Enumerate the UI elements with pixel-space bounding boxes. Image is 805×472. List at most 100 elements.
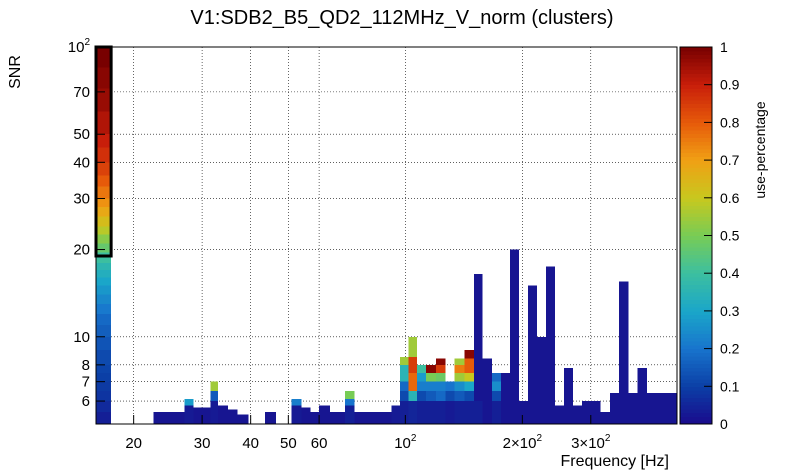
colorbar-swatch bbox=[680, 54, 712, 59]
y-tick-label: 20 bbox=[73, 242, 90, 259]
heatmap-cell bbox=[291, 398, 302, 406]
colorbar-tick-label: 0.7 bbox=[720, 152, 740, 168]
colorbar-swatch bbox=[680, 145, 712, 150]
heatmap-cell bbox=[330, 412, 346, 424]
colorbar-swatch bbox=[680, 160, 712, 165]
heatmap-cell bbox=[96, 262, 112, 270]
colorbar-tick-label: 0.8 bbox=[720, 114, 740, 130]
heatmap-cell bbox=[445, 390, 455, 402]
colorbar-swatch bbox=[680, 276, 712, 282]
colorbar-swatch bbox=[680, 337, 712, 342]
heatmap-cell bbox=[319, 405, 331, 424]
colorbar-swatch bbox=[680, 405, 712, 410]
colorbar-swatch bbox=[680, 77, 712, 82]
heatmap-cell bbox=[454, 390, 465, 402]
colorbar-swatch bbox=[680, 367, 712, 372]
colorbar-swatch bbox=[680, 284, 712, 289]
heatmap-cell bbox=[464, 401, 474, 424]
heatmap-cell bbox=[291, 405, 302, 424]
plot-background bbox=[96, 47, 677, 424]
colorbar-tick-label: 0.5 bbox=[720, 228, 740, 244]
heatmap-cell bbox=[96, 269, 112, 278]
heatmap-cell bbox=[96, 67, 112, 89]
colorbar-swatch bbox=[680, 99, 712, 105]
heatmap-cell bbox=[96, 412, 112, 424]
heatmap-cell bbox=[184, 398, 194, 406]
heatmap-cell bbox=[96, 313, 112, 325]
heatmap-cell bbox=[425, 390, 437, 402]
colorbar-swatch bbox=[680, 243, 712, 248]
heatmap-cell bbox=[210, 390, 219, 402]
colorbar-swatch bbox=[680, 397, 712, 402]
colorbar-tick-label: 0.6 bbox=[720, 190, 740, 206]
colorbar-tick-label: 0.1 bbox=[720, 378, 740, 394]
heatmap-cell bbox=[600, 412, 610, 424]
colorbar-tick-label: 0 bbox=[720, 416, 728, 432]
colorbar-swatch bbox=[680, 250, 712, 255]
colorbar-swatch bbox=[680, 129, 712, 135]
colorbar: 0 0.1 0.2 0.3 0.4 0.5 0.6 0.7 0.8 0.9 1 bbox=[679, 39, 740, 432]
heatmap-cell bbox=[96, 175, 112, 187]
y-tick-label: 10 bbox=[73, 329, 90, 346]
heatmap-cell bbox=[96, 198, 112, 208]
heatmap-cell bbox=[454, 358, 465, 365]
y-tick-label: 40 bbox=[73, 154, 90, 171]
colorbar-swatch bbox=[680, 325, 712, 331]
heatmap-cell bbox=[218, 405, 229, 424]
heatmap-cell bbox=[310, 412, 320, 424]
heatmap-cell bbox=[96, 162, 112, 176]
heatmap-cell bbox=[436, 372, 446, 382]
heatmap-cell bbox=[96, 381, 112, 391]
heatmap-cell bbox=[473, 273, 483, 402]
colorbar-swatch bbox=[680, 329, 712, 335]
heatmap-cell bbox=[416, 401, 426, 424]
colorbar-swatch bbox=[680, 73, 712, 78]
colorbar-swatch bbox=[680, 359, 712, 365]
colorbar-tick-label: 0.3 bbox=[720, 303, 740, 319]
heatmap-cell bbox=[96, 252, 112, 263]
colorbar-swatch bbox=[680, 374, 712, 380]
heatmap-cell bbox=[445, 381, 455, 391]
heatmap-cell bbox=[464, 381, 474, 391]
heatmap-cell bbox=[491, 372, 501, 382]
heatmap-cell bbox=[572, 405, 583, 424]
heatmap-cell bbox=[96, 285, 112, 295]
colorbar-swatch bbox=[680, 307, 712, 312]
colorbar-swatch bbox=[680, 182, 712, 187]
heatmap-cell bbox=[228, 409, 238, 424]
y-tick-label: 70 bbox=[73, 84, 90, 101]
heatmap-cell bbox=[564, 368, 573, 424]
heatmap-cell bbox=[425, 372, 437, 382]
colorbar-swatch bbox=[680, 58, 712, 63]
colorbar-swatch bbox=[680, 133, 712, 138]
heatmap-cell bbox=[264, 412, 277, 424]
x-tick-label: 20 bbox=[125, 435, 142, 452]
colorbar-swatch bbox=[680, 382, 712, 387]
colorbar-label: use-percentage bbox=[752, 101, 768, 199]
colorbar-swatch bbox=[680, 310, 712, 316]
x-axis: 20 30 40 50 60 102 2×102 3×102 bbox=[125, 415, 611, 452]
heatmap-cell bbox=[436, 381, 446, 391]
y-tick-label: 102 bbox=[68, 37, 91, 56]
heatmap-cell bbox=[482, 358, 492, 424]
heatmap-cell bbox=[590, 401, 601, 424]
colorbar-swatch bbox=[680, 212, 712, 218]
colorbar-swatch bbox=[680, 322, 712, 327]
colorbar-swatch bbox=[680, 363, 712, 368]
colorbar-swatch bbox=[680, 371, 712, 376]
heatmap-cell bbox=[96, 134, 112, 148]
y-axis: 6 78 10 20 30 40 50 70 102 bbox=[68, 37, 105, 410]
colorbar-swatch bbox=[680, 107, 712, 112]
heatmap-cell bbox=[96, 47, 112, 68]
heatmap-cell bbox=[210, 401, 219, 424]
heatmap-cell bbox=[454, 401, 465, 424]
heatmap-cell bbox=[96, 372, 112, 382]
colorbar-swatch bbox=[680, 235, 712, 240]
colorbar-tick-label: 0.9 bbox=[720, 77, 740, 93]
heatmap-cell bbox=[96, 336, 112, 351]
heatmap-cell bbox=[408, 357, 417, 373]
heatmap-cell bbox=[500, 372, 511, 424]
heatmap-cell bbox=[400, 357, 409, 365]
colorbar-swatch bbox=[680, 288, 712, 293]
colorbar-swatch bbox=[680, 190, 712, 195]
